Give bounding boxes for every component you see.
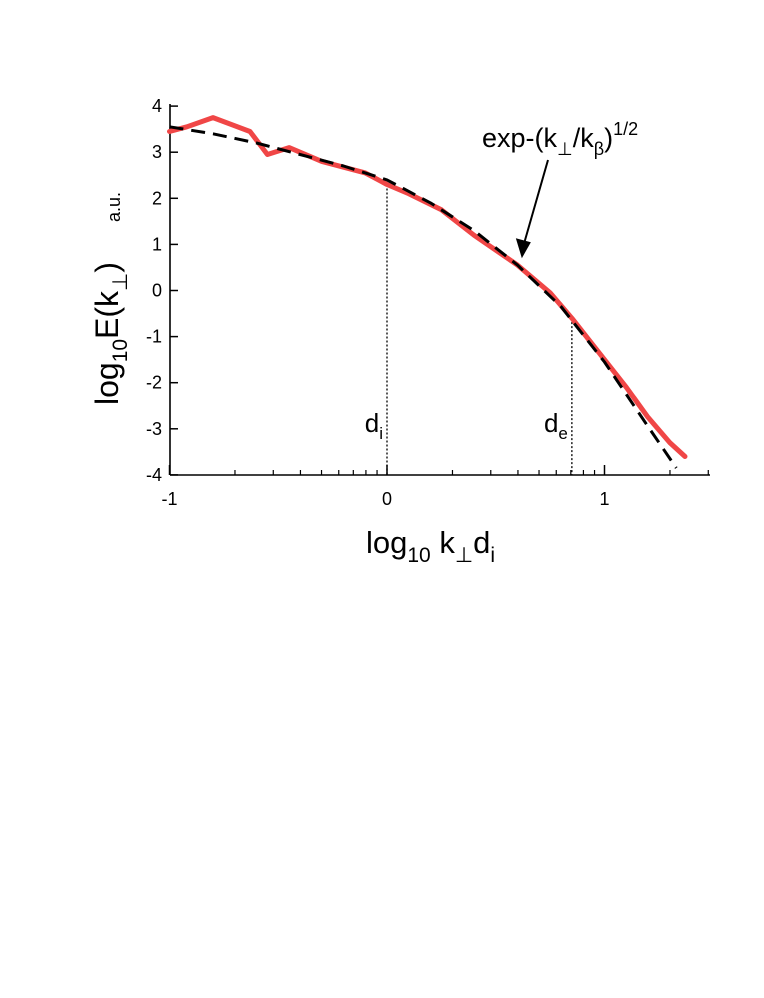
y-tick-label: -4	[146, 465, 162, 485]
fit-annotation-text: exp-(k⊥/kβ)1/2	[482, 119, 638, 159]
y-tick-label: 4	[152, 96, 162, 116]
y-axis-label: log10E(k⊥)	[89, 262, 132, 405]
x-tick-label: 0	[382, 489, 392, 509]
y-tick-label: -1	[146, 327, 162, 347]
fit-curve-line	[169, 125, 678, 469]
y-axis-unit: a.u.	[104, 192, 124, 222]
ticks: -4 -3 -2 -1 0 1 2 3 4 -1 0 1	[146, 96, 709, 509]
annotation-arrow-head	[515, 238, 531, 259]
labels-group: log10E(k⊥) a.u. log10 k⊥di exp-(k⊥/kβ)1/2	[89, 119, 638, 567]
y-tick-label: -2	[146, 373, 162, 393]
reference-lines: di de	[365, 184, 573, 475]
y-tick-label: -3	[146, 419, 162, 439]
reference-label-de: de	[544, 408, 568, 443]
y-tick-label: 2	[152, 188, 162, 208]
spectrum-line	[167, 115, 688, 459]
y-tick-label: 3	[152, 142, 162, 162]
series-group	[167, 115, 688, 469]
x-tick-label: 1	[599, 489, 609, 509]
x-tick-label: -1	[161, 489, 177, 509]
y-tick-label: 0	[152, 281, 162, 301]
reference-label-di: di	[365, 408, 383, 443]
annotation-arrow-shaft	[522, 159, 549, 245]
y-tick-label: 1	[152, 234, 162, 254]
x-axis-label: log10 k⊥di	[366, 525, 495, 567]
axes	[169, 104, 710, 476]
